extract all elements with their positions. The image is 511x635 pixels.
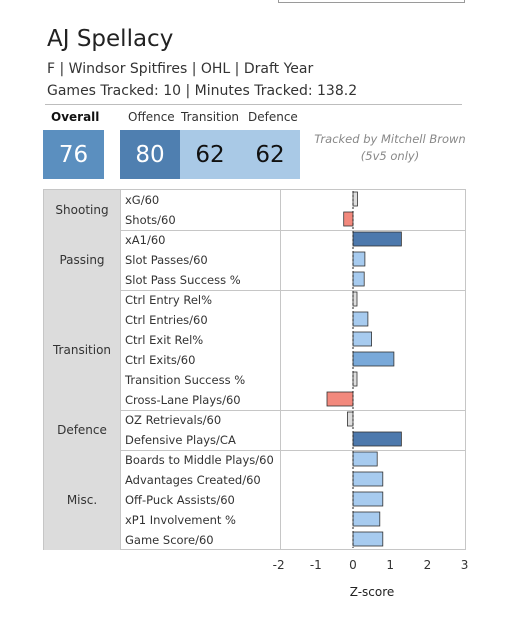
metric-label: OZ Retrievals/60 [125, 413, 222, 427]
transition-score-box: 62 [180, 130, 240, 179]
x-tick-label: 2 [423, 558, 432, 572]
zscore-bar[interactable] [352, 251, 366, 267]
zscore-table: Shooting xG/60 Shots/60 Passing xA1/60 Slot P… [43, 189, 466, 550]
metric-column-divider [280, 190, 281, 549]
zscore-bar[interactable] [352, 291, 358, 307]
metric-label: Advantages Created/60 [125, 473, 261, 487]
group-divider [44, 410, 465, 411]
group-label: Shooting [44, 190, 120, 230]
defence-label: Defence [248, 110, 298, 124]
top-search-box[interactable] [278, 0, 465, 3]
tracked-by-note: Tracked by Mitchell Brown (5v5 only) [310, 131, 470, 165]
group-label: Misc. [44, 450, 120, 550]
overall-label: Overall [51, 110, 100, 124]
zscore-bar[interactable] [352, 271, 365, 287]
group-divider [44, 230, 465, 231]
zscore-bar[interactable] [352, 351, 395, 367]
zscore-bar[interactable] [352, 531, 384, 547]
metric-label: Boards to Middle Plays/60 [125, 453, 274, 467]
metric-label: Cross-Lane Plays/60 [125, 393, 241, 407]
zscore-bar[interactable] [352, 331, 373, 347]
zscore-bar[interactable] [352, 491, 384, 507]
metric-label: Off-Puck Assists/60 [125, 493, 235, 507]
tracked-by-line: Tracked by Mitchell Brown [314, 132, 466, 146]
metric-label: Ctrl Exit Rel% [125, 333, 204, 347]
x-tick-label: 0 [349, 558, 357, 572]
group-label: Defence [44, 410, 120, 450]
zscore-bar[interactable] [352, 191, 358, 207]
x-tick-label: -1 [309, 558, 322, 572]
metric-label: Shots/60 [125, 213, 176, 227]
metric-label: Defensive Plays/CA [125, 433, 236, 447]
overall-score-box: 76 [43, 130, 104, 179]
zscore-bar[interactable] [346, 411, 354, 427]
metric-label: Ctrl Entries/60 [125, 313, 208, 327]
zscore-bar[interactable] [352, 511, 381, 527]
tracked-summary: Games Tracked: 10 | Minutes Tracked: 138… [47, 83, 358, 99]
category-column-divider [120, 190, 121, 549]
metric-label: Ctrl Exits/60 [125, 353, 196, 367]
offence-score-box: 80 [120, 130, 180, 179]
x-tick-label: -2 [272, 558, 285, 572]
player-name: AJ Spellacy [47, 26, 174, 52]
group-divider [44, 290, 465, 291]
x-axis-title: Z-score [349, 585, 395, 599]
zscore-bar[interactable] [343, 211, 354, 227]
defence-score-box: 62 [240, 130, 300, 179]
metric-label: Transition Success % [125, 373, 246, 387]
zscore-bar[interactable] [352, 431, 402, 447]
zscore-bar[interactable] [352, 471, 384, 487]
offence-label: Offence [128, 110, 175, 124]
metric-label: Slot Passes/60 [125, 253, 208, 267]
zscore-bar[interactable] [352, 371, 358, 387]
zscore-bar[interactable] [352, 451, 378, 467]
header-divider [45, 104, 462, 105]
metric-label: xG/60 [125, 193, 160, 207]
metric-label: xA1/60 [125, 233, 166, 247]
group-divider [44, 450, 465, 451]
group-label: Transition [44, 290, 120, 410]
transition-label: Transition [181, 110, 240, 124]
zscore-bar[interactable] [326, 391, 354, 407]
strength-note: (5v5 only) [360, 149, 420, 163]
metric-label: xP1 Involvement % [125, 513, 236, 527]
metric-label: Slot Pass Success % [125, 273, 241, 287]
metric-label: Ctrl Entry Rel% [125, 293, 213, 307]
player-subtitle: F | Windsor Spitfires | OHL | Draft Year [47, 61, 314, 77]
metric-label: Game Score/60 [125, 533, 214, 547]
x-tick-label: 1 [386, 558, 395, 572]
x-tick-label: 3 [460, 558, 469, 572]
zscore-bar[interactable] [352, 311, 369, 327]
zscore-bar[interactable] [352, 231, 402, 247]
group-label: Passing [44, 230, 120, 290]
